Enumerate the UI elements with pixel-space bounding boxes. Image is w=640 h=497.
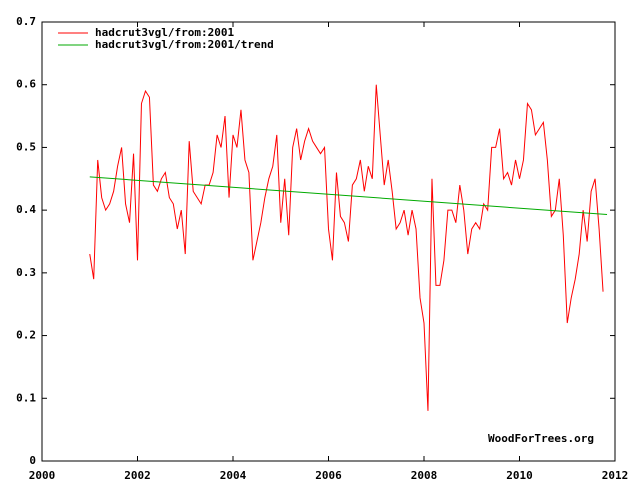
x-tick-label: 2008 <box>411 469 438 482</box>
series-line <box>89 176 608 216</box>
plot-frame <box>41 21 616 462</box>
y-tick-label: 0 <box>29 454 36 467</box>
x-tick-label: 2006 <box>315 469 342 482</box>
x-tick-label: 2004 <box>220 469 247 482</box>
legend-label: hadcrut3vgl/from:2001/trend <box>95 38 274 51</box>
y-tick-label: 0.1 <box>16 391 36 404</box>
y-tick-label: 0.5 <box>16 140 36 153</box>
y-tick-label: 0.6 <box>16 78 36 91</box>
y-tick-label: 0.3 <box>16 266 36 279</box>
series-line <box>89 84 604 411</box>
y-tick-label: 0.2 <box>16 329 36 342</box>
y-tick-label: 0.4 <box>16 203 36 216</box>
x-tick-label: 2002 <box>124 469 151 482</box>
y-tick-label: 0.7 <box>16 15 36 28</box>
legend-label: hadcrut3vgl/from:2001 <box>95 26 234 39</box>
x-tick-label: 2012 <box>602 469 629 482</box>
x-tick-label: 2000 <box>29 469 56 482</box>
x-tick-label: 2010 <box>506 469 533 482</box>
watermark: WoodForTrees.org <box>488 432 594 445</box>
